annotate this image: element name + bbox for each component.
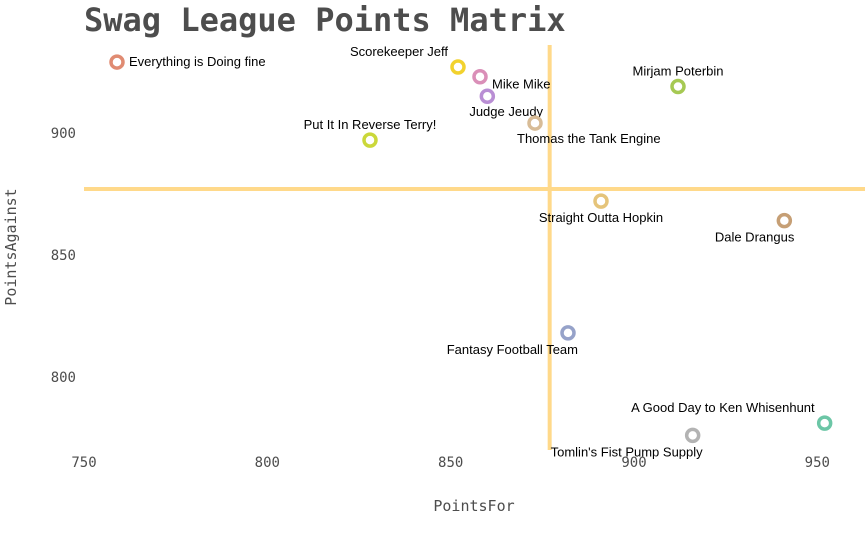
- y-tick-label: 900: [51, 126, 76, 142]
- y-axis-label: PointsAgainst: [2, 188, 20, 305]
- point-label: Thomas the Tank Engine: [517, 131, 661, 146]
- x-tick-label: 750: [71, 455, 96, 471]
- point-label: A Good Day to Ken Whisenhunt: [631, 400, 815, 415]
- point-label: Judge Jeudy: [469, 104, 543, 119]
- x-tick-label: 950: [805, 455, 830, 471]
- point-label: Straight Outta Hopkin: [539, 210, 663, 225]
- point-label: Dale Drangus: [715, 230, 795, 245]
- chart-title: Swag League Points Matrix: [84, 1, 566, 39]
- data-point: [362, 132, 378, 148]
- x-tick-label: 850: [438, 455, 463, 471]
- data-points: Everything is Doing fine Scorekeeper Jeff…: [109, 44, 833, 459]
- y-tick-label: 850: [51, 248, 76, 264]
- point-label: Everything is Doing fine: [129, 54, 266, 69]
- data-point: [472, 68, 488, 85]
- y-tick-label: 800: [51, 370, 76, 386]
- point-label: Mike Mike: [492, 77, 551, 92]
- reference-lines: [84, 45, 865, 450]
- point-label: Tomlin's Fist Pump Supply: [551, 444, 704, 459]
- axis-ticks: 750 800 850 900 950 800 850 900: [51, 126, 830, 471]
- data-point: [560, 325, 576, 341]
- data-point: [776, 212, 793, 229]
- data-point: [816, 415, 833, 431]
- x-tick-label: 800: [255, 455, 280, 471]
- data-point: [684, 427, 701, 444]
- data-point: [479, 88, 496, 104]
- point-label: Mirjam Poterbin: [632, 63, 723, 78]
- x-axis-label: PointsFor: [433, 497, 514, 515]
- point-label: Scorekeeper Jeff: [350, 44, 448, 59]
- data-point: [593, 193, 609, 209]
- data-point: [527, 115, 543, 131]
- point-label: Put It In Reverse Terry!: [304, 117, 437, 132]
- data-point: [450, 59, 466, 75]
- x-tick-label: 900: [621, 455, 646, 471]
- data-point: [670, 78, 686, 95]
- data-point: [109, 54, 125, 70]
- point-label: Fantasy Football Team: [447, 342, 578, 357]
